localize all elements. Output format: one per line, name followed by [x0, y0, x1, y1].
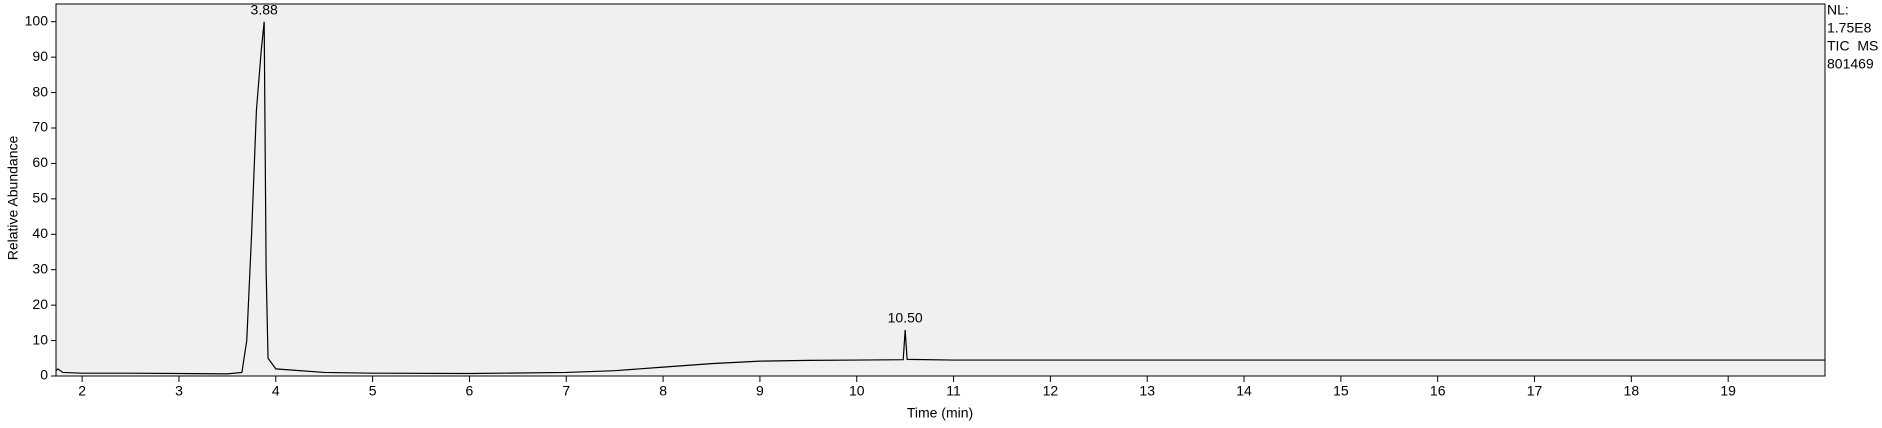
y-axis-label: Relative Abundance [5, 136, 21, 261]
x-tick-label: 15 [1333, 383, 1349, 399]
y-tick-label: 20 [32, 296, 48, 312]
x-tick-label: 2 [78, 383, 86, 399]
y-tick-label: 0 [40, 367, 48, 383]
x-tick-label: 4 [272, 383, 280, 399]
peak-label: 10.50 [888, 310, 923, 326]
x-tick-label: 5 [369, 383, 377, 399]
x-tick-label: 17 [1527, 383, 1543, 399]
x-tick-label: 8 [659, 383, 667, 399]
y-tick-label: 50 [32, 190, 48, 206]
y-tick-label: 10 [32, 331, 48, 347]
y-tick-label: 60 [32, 154, 48, 170]
info-text: 801469 [1827, 56, 1874, 72]
x-tick-label: 16 [1430, 383, 1446, 399]
x-tick-label: 7 [562, 383, 570, 399]
x-tick-label: 11 [946, 383, 961, 399]
x-tick-label: 9 [756, 383, 764, 399]
trace-line [55, 21, 1825, 375]
info-text: NL: [1827, 2, 1849, 18]
info-text: TIC MS [1827, 38, 1878, 54]
info-text: 1.75E8 [1827, 20, 1872, 36]
plot-area [55, 3, 1826, 377]
y-tick-label: 100 [25, 12, 49, 28]
x-tick-label: 14 [1236, 383, 1252, 399]
x-tick-label: 18 [1624, 383, 1640, 399]
x-tick-label: 19 [1720, 383, 1736, 399]
x-tick-label: 13 [1139, 383, 1155, 399]
peak-label: 3.88 [251, 1, 278, 17]
y-tick-label: 80 [32, 83, 48, 99]
y-tick-label: 40 [32, 225, 48, 241]
x-axis-label: Time (min) [907, 405, 973, 421]
y-tick-label: 30 [32, 260, 48, 276]
x-tick-label: 10 [849, 383, 865, 399]
x-tick-label: 6 [466, 383, 474, 399]
y-tick-label: 70 [32, 119, 48, 135]
x-tick-label: 12 [1043, 383, 1059, 399]
y-tick-label: 90 [32, 48, 48, 64]
x-tick-label: 3 [175, 383, 183, 399]
